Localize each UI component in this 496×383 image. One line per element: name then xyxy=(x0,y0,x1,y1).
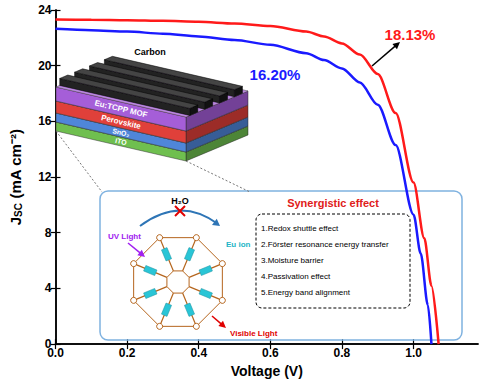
svg-text:20: 20 xyxy=(38,59,52,73)
svg-text:(mA cm⁻²): (mA cm⁻²) xyxy=(7,129,24,203)
svg-text:SnO₂: SnO₂ xyxy=(112,127,131,138)
svg-text:Eu ion: Eu ion xyxy=(226,240,251,249)
svg-text:Synergistic effect: Synergistic effect xyxy=(287,197,379,209)
svg-text:Voltage (V): Voltage (V) xyxy=(231,363,303,379)
svg-text:0: 0 xyxy=(44,337,52,352)
svg-text:18.13%: 18.13% xyxy=(385,26,436,43)
svg-text:4: 4 xyxy=(45,281,52,295)
svg-text:Carbon: Carbon xyxy=(134,47,166,57)
svg-text:ITO: ITO xyxy=(115,137,128,147)
svg-text:J: J xyxy=(7,217,24,225)
svg-text:16.20%: 16.20% xyxy=(250,66,301,83)
svg-text:0.4: 0.4 xyxy=(190,346,207,360)
svg-text:SC: SC xyxy=(13,203,24,217)
svg-text:Perovskite: Perovskite xyxy=(100,113,142,131)
svg-text:1.Redox shuttle effect: 1.Redox shuttle effect xyxy=(261,224,339,233)
svg-text:H₂O: H₂O xyxy=(171,196,189,206)
svg-text:UV Light: UV Light xyxy=(108,232,141,241)
svg-text:8: 8 xyxy=(45,226,52,240)
svg-text:0.8: 0.8 xyxy=(334,346,351,360)
svg-text:Visible Light: Visible Light xyxy=(230,329,278,338)
svg-text:24: 24 xyxy=(38,3,52,17)
svg-text:0.0: 0.0 xyxy=(47,346,64,360)
svg-text:0.6: 0.6 xyxy=(262,346,279,360)
svg-text:2.Förster resonance energy tra: 2.Förster resonance energy transfer xyxy=(261,240,389,249)
svg-text:1.0: 1.0 xyxy=(405,346,422,360)
svg-text:Eu:TCPP MOF: Eu:TCPP MOF xyxy=(94,99,149,120)
svg-text:0.2: 0.2 xyxy=(119,346,136,360)
svg-text:4.Passivation effect: 4.Passivation effect xyxy=(261,272,331,281)
svg-text:12: 12 xyxy=(38,170,52,184)
svg-text:16: 16 xyxy=(38,114,52,128)
svg-text:5.Energy band alignment: 5.Energy band alignment xyxy=(261,288,351,297)
svg-text:3.Moisture barrier: 3.Moisture barrier xyxy=(261,256,324,265)
